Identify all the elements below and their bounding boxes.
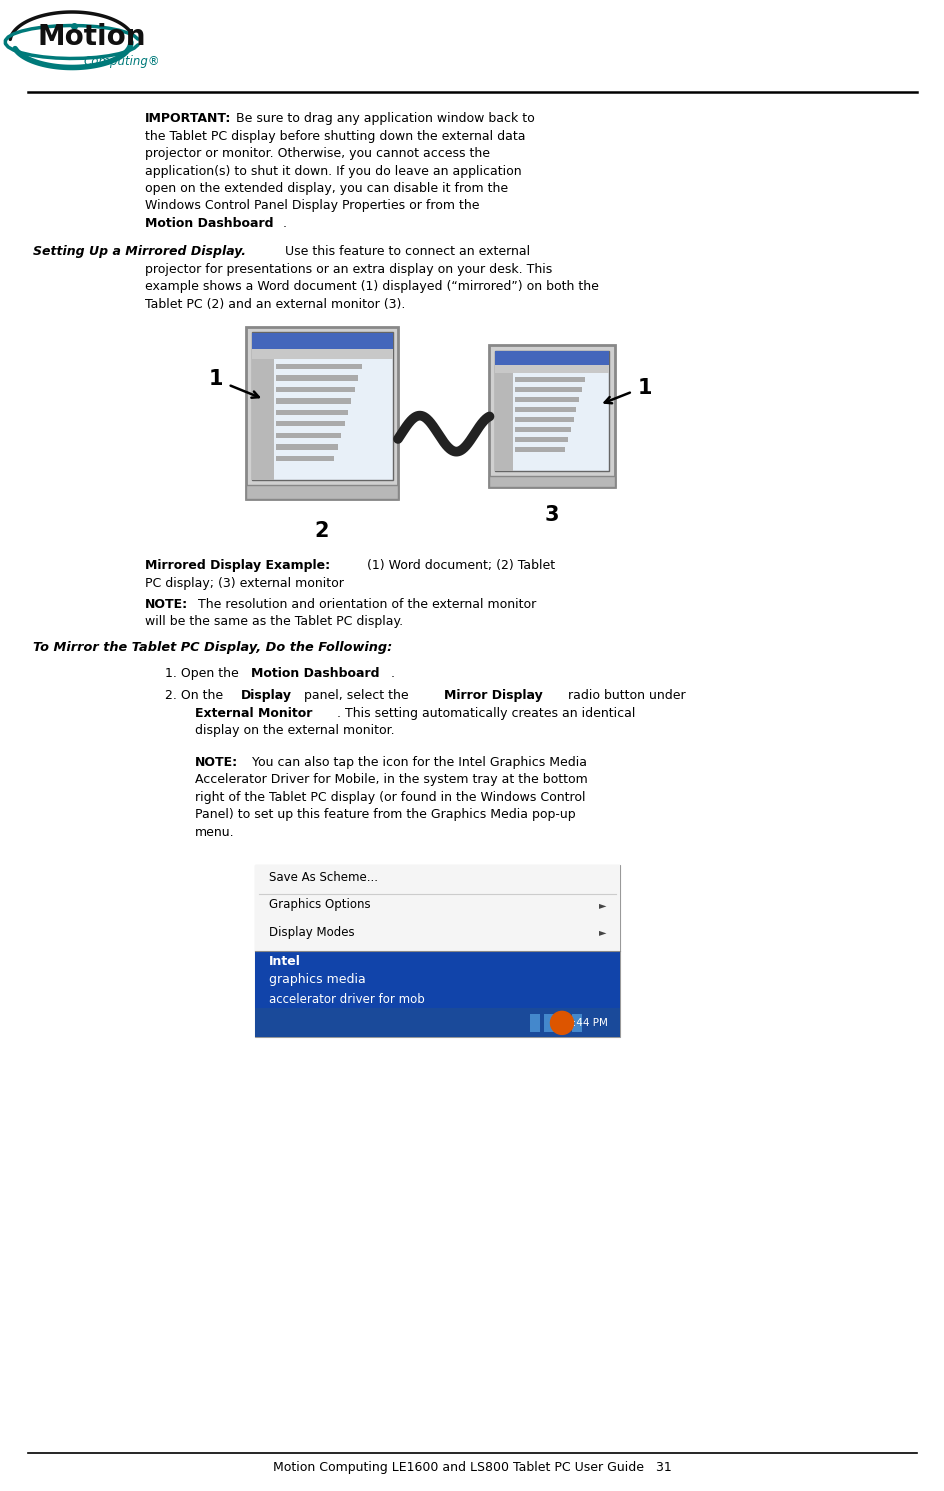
Text: Panel) to set up this feature from the Graphics Media pop-up: Panel) to set up this feature from the G… — [194, 808, 575, 822]
Bar — [251, 349, 392, 358]
Bar — [557, 1014, 567, 1032]
Bar — [514, 407, 576, 412]
Text: Mirrored Display Example:: Mirrored Display Example: — [144, 559, 329, 573]
Text: open on the extended display, you can disable it from the: open on the extended display, you can di… — [144, 182, 508, 195]
Bar — [514, 437, 567, 441]
Bar — [495, 350, 608, 471]
Text: ►: ► — [598, 927, 605, 938]
Text: radio button under: radio button under — [564, 689, 685, 702]
Text: To Mirror the Tablet PC Display, Do the Following:: To Mirror the Tablet PC Display, Do the … — [33, 641, 392, 655]
Bar — [489, 476, 614, 488]
Text: accelerator driver for mob: accelerator driver for mob — [269, 993, 424, 1006]
Text: Motion Dashboard: Motion Dashboard — [251, 666, 379, 680]
Text: application(s) to shut it down. If you do leave an application: application(s) to shut it down. If you d… — [144, 164, 521, 177]
Bar — [255, 865, 619, 1038]
Text: The resolution and orientation of the external monitor: The resolution and orientation of the ex… — [198, 598, 535, 610]
Text: projector or monitor. Otherwise, you cannot access the: projector or monitor. Otherwise, you can… — [144, 148, 490, 160]
Text: 1. Open the: 1. Open the — [165, 666, 243, 680]
Text: 3: 3 — [544, 505, 559, 525]
Text: . This setting automatically creates an identical: . This setting automatically creates an … — [337, 707, 634, 720]
Bar — [255, 1008, 619, 1038]
Text: Computing®: Computing® — [84, 55, 160, 69]
Text: projector for presentations or an extra display on your desk. This: projector for presentations or an extra … — [144, 262, 551, 276]
Text: Use this feature to connect an external: Use this feature to connect an external — [280, 245, 530, 258]
Text: (1) Word document; (2) Tablet: (1) Word document; (2) Tablet — [366, 559, 554, 573]
Text: menu.: menu. — [194, 826, 234, 839]
FancyBboxPatch shape — [489, 344, 614, 488]
Bar — [514, 428, 570, 432]
Text: Setting Up a Mirrored Display.: Setting Up a Mirrored Display. — [33, 245, 245, 258]
Text: You can also tap the icon for the Intel Graphics Media: You can also tap the icon for the Intel … — [247, 756, 586, 769]
Bar — [276, 376, 358, 380]
Text: Save As Scheme...: Save As Scheme... — [269, 871, 378, 884]
Text: Mirror Display: Mirror Display — [444, 689, 542, 702]
Bar — [514, 397, 579, 403]
Bar — [530, 1014, 539, 1032]
Text: 1: 1 — [209, 368, 223, 389]
Text: NOTE:: NOTE: — [194, 756, 238, 769]
Text: External Monitor: External Monitor — [194, 707, 312, 720]
Text: Motion Dashboard: Motion Dashboard — [144, 218, 273, 230]
Bar — [251, 332, 392, 480]
Text: display on the external monitor.: display on the external monitor. — [194, 725, 395, 738]
Text: graphics media: graphics media — [269, 974, 365, 987]
Text: NOTE:: NOTE: — [144, 598, 188, 610]
Text: Windows Control Panel Display Properties or from the: Windows Control Panel Display Properties… — [144, 200, 479, 213]
Text: Motion Computing LE1600 and LS800 Tablet PC User Guide   31: Motion Computing LE1600 and LS800 Tablet… — [273, 1461, 671, 1475]
Bar — [495, 373, 513, 471]
Text: Be sure to drag any application window back to: Be sure to drag any application window b… — [236, 112, 534, 125]
Bar — [276, 444, 337, 449]
Text: Motion: Motion — [37, 22, 145, 51]
Text: 2:44 PM: 2:44 PM — [565, 1018, 607, 1027]
Text: 1: 1 — [636, 377, 651, 398]
Text: 2: 2 — [314, 520, 329, 541]
Text: 2. On the: 2. On the — [165, 689, 227, 702]
Bar — [495, 364, 608, 373]
Bar — [251, 332, 392, 349]
Text: Intel: Intel — [269, 956, 300, 968]
Text: ►: ► — [598, 901, 605, 910]
Text: Accelerator Driver for Mobile, in the system tray at the bottom: Accelerator Driver for Mobile, in the sy… — [194, 774, 587, 786]
Bar — [251, 358, 273, 480]
Text: example shows a Word document (1) displayed (“mirrored”) on both the: example shows a Word document (1) displa… — [144, 280, 598, 294]
Text: right of the Tablet PC display (or found in the Windows Control: right of the Tablet PC display (or found… — [194, 790, 585, 804]
Circle shape — [550, 1011, 573, 1035]
Bar — [276, 410, 347, 414]
Bar — [514, 417, 573, 422]
Bar — [276, 420, 345, 426]
Text: Display: Display — [241, 689, 292, 702]
Text: .: . — [282, 218, 287, 230]
Bar — [276, 386, 355, 392]
Bar — [276, 432, 341, 438]
Text: the Tablet PC display before shutting down the external data: the Tablet PC display before shutting do… — [144, 130, 525, 143]
Bar — [276, 455, 334, 461]
Text: .: . — [391, 666, 395, 680]
Bar — [245, 485, 397, 499]
Text: will be the same as the Tablet PC display.: will be the same as the Tablet PC displa… — [144, 614, 403, 628]
Text: Tablet PC (2) and an external monitor (3).: Tablet PC (2) and an external monitor (3… — [144, 298, 405, 310]
Text: PC display; (3) external monitor: PC display; (3) external monitor — [144, 577, 344, 589]
Text: IMPORTANT:: IMPORTANT: — [144, 112, 231, 125]
Bar — [544, 1014, 553, 1032]
Text: panel, select the: panel, select the — [299, 689, 413, 702]
Bar — [495, 350, 608, 364]
Bar — [514, 388, 582, 392]
Bar — [276, 398, 351, 404]
Bar — [514, 447, 565, 452]
Bar — [255, 951, 619, 1038]
Bar — [571, 1014, 582, 1032]
Text: Display Modes: Display Modes — [269, 926, 354, 939]
Bar — [276, 364, 362, 368]
FancyBboxPatch shape — [245, 327, 397, 499]
Text: Graphics Options: Graphics Options — [269, 899, 370, 911]
Bar — [255, 865, 619, 951]
Bar — [514, 377, 584, 382]
